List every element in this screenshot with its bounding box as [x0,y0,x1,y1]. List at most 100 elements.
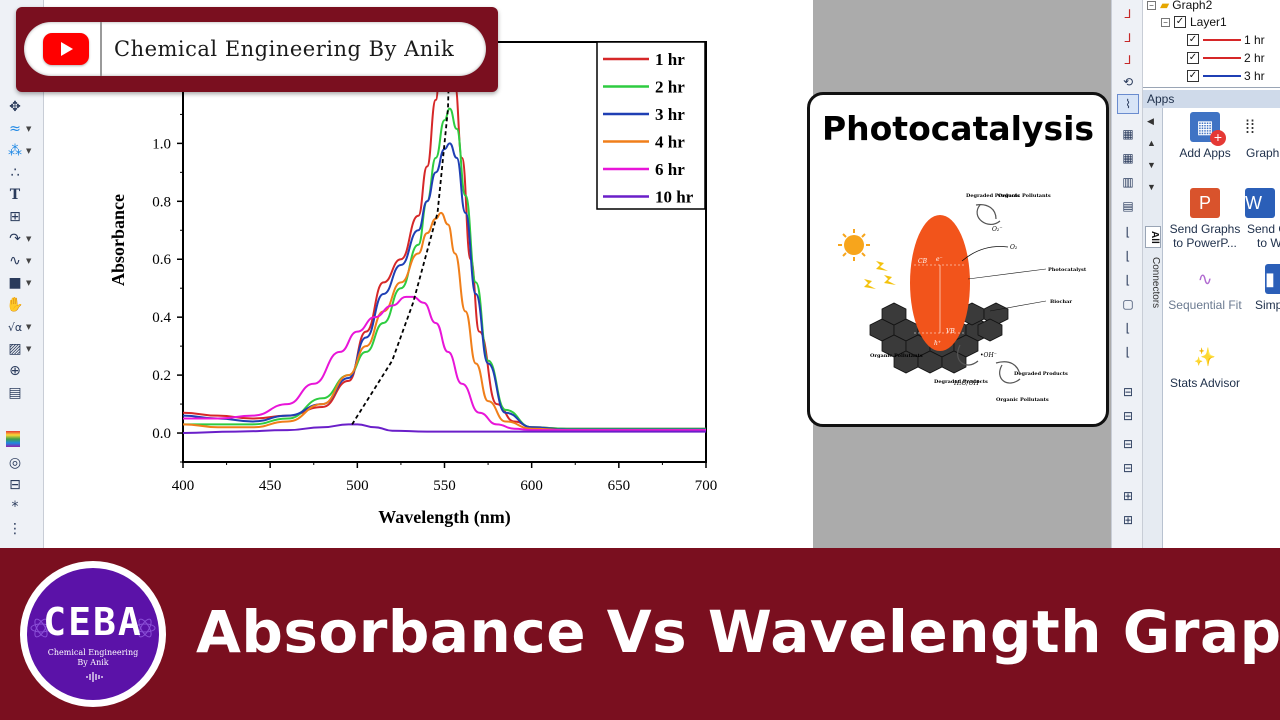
app-send-word[interactable]: W Send G to W [1231,188,1280,250]
merge-icon[interactable]: ▦ [1122,127,1134,141]
photocatalysis-title: Photocatalysis [821,109,1095,148]
collapse-icon[interactable]: − [1161,17,1170,27]
formula-icon[interactable]: √α ▼ [7,320,32,334]
align-icon-2[interactable]: ⊟ [1122,409,1134,423]
plot-item-2hr[interactable]: ✓ 2 hr [1187,49,1265,67]
app-label-2: to W [1257,236,1280,250]
layer-checkbox[interactable]: ✓ [1174,16,1186,28]
scale-icon[interactable]: ⁂ ▼ [8,143,32,159]
app-label: Add Apps [1179,146,1231,160]
scroll-down-icon-2[interactable]: ▼ [1147,182,1156,192]
annotation-icon[interactable]: ⊞ [9,209,21,225]
graph-node-label: Graph2 [1172,0,1213,12]
refresh-icon[interactable]: ⟲ [1122,75,1134,89]
tab-connectors[interactable]: Connectors [1150,257,1161,309]
graph-node[interactable]: − ▰ Graph2 [1147,0,1212,14]
rectangle-tool-icon[interactable]: ■ ▼ [8,275,32,291]
series-line-2-hr[interactable] [183,107,706,430]
screen-reader-icon[interactable]: ⊕ [9,363,21,379]
hydroxyl-label: •OH⁻ [980,352,997,359]
scroll-up-icon[interactable]: ◀ [1147,116,1154,126]
plot-checkbox[interactable]: ✓ [1187,34,1199,46]
sun-icon [838,229,870,261]
add-layer-icon[interactable]: ⌇ [1117,94,1139,114]
app-simple-fit[interactable]: ▮ Simp [1231,264,1280,312]
plot-checkbox[interactable]: ✓ [1187,70,1199,82]
arrange-icon[interactable]: ▦ [1122,151,1134,165]
cb-label: CB [918,258,928,265]
scroll-down-icon[interactable]: ▼ [1147,160,1156,170]
app-stats-advisor[interactable]: ✨ Stats Advisor [1165,342,1245,390]
atom-icon [30,618,156,638]
color-palette-icon[interactable] [6,430,38,448]
app-label-2: to PowerP... [1173,236,1237,250]
x-axis-label: Wavelength (nm) [378,507,511,528]
apps-header: Apps [1143,90,1280,108]
graph-insert-icon[interactable]: ▨ ▼ [8,341,32,357]
y-tick-label: 0.6 [152,252,171,268]
bracket-icon-5[interactable]: ⌊ [1125,321,1131,335]
marker-icon[interactable]: * [11,499,19,515]
arrow-tool-icon[interactable]: ↷ ▼ [9,231,32,247]
layer-node[interactable]: − ✓ Layer1 [1161,13,1227,31]
degraded-top-label: Degraded Products [966,193,1020,199]
bottom-banner: CEBA Chemical Engineering By Anik Absorb… [0,548,1280,720]
axis-icon[interactable]: ⅃ [1124,7,1132,21]
apps-panel: Apps ◀ ▲ ▼ ▼ All Connectors ▦ + Add Apps … [1143,88,1280,548]
data-reader-icon[interactable]: ∴ [10,165,20,181]
reaction-arrow-top [976,204,1001,225]
electron-label: e⁻ [936,256,943,263]
text-tool-icon[interactable]: T [9,187,21,203]
bracket-icon[interactable]: ⌊ [1125,225,1131,239]
circle-tool-icon[interactable]: ◎ [8,455,22,471]
grid-icon[interactable]: ⋮ [8,521,22,537]
o2-label: O₂ [1010,244,1018,251]
logo-subtitle-2: By Anik [77,658,109,667]
scroll-up-icon-2[interactable]: ▲ [1147,138,1156,148]
line-tool-icon[interactable]: ∿ ▼ [9,253,32,269]
bracket-icon-4[interactable]: ▢ [1122,297,1134,311]
function-icon[interactable]: ⊟ [9,477,21,493]
plot-checkbox[interactable]: ✓ [1187,52,1199,64]
app-label: Stats Advisor [1169,376,1241,390]
layout-icon[interactable]: ▥ [1122,175,1134,189]
distribute-icon-2[interactable]: ⊞ [1122,513,1134,527]
plot-item-1hr[interactable]: ✓ 1 hr [1187,31,1265,49]
app-send-powerpoint[interactable]: P Send Graphs to PowerP... [1165,188,1245,250]
zoom-icon[interactable]: ≈ ▼ [9,121,32,137]
table-icon[interactable]: ▤ [1122,199,1134,213]
vb-label: VB [946,328,955,335]
lightning-icon [864,261,896,289]
rescale-icon[interactable]: ⅃ [1124,31,1132,45]
legend-label: 4 hr [655,133,685,152]
folder-icon: ▰ [1160,0,1170,12]
add-apps-icon: ▦ + [1190,112,1226,146]
swap-axis-icon[interactable]: ⅃ [1124,53,1132,67]
pan-icon[interactable]: ✋ [6,297,24,313]
tab-all[interactable]: All [1145,226,1161,248]
collapse-icon[interactable]: − [1147,0,1156,10]
photocatalyst-label: Photocatalyst [1048,267,1087,273]
y-tick-label: 1.0 [152,136,171,152]
series-line-4-hr[interactable] [183,211,706,432]
app-sequential-fit[interactable]: ∿ Sequential Fit [1165,264,1245,312]
x-tick-label: 400 [172,478,195,494]
distribute-icon[interactable]: ⊞ [1122,489,1134,503]
sequential-fit-icon: ∿ [1190,264,1220,294]
layer-icon[interactable]: ▤ [8,385,22,401]
series-line-6-hr[interactable] [183,295,706,432]
align-icon-3[interactable]: ⊟ [1122,437,1134,451]
y-tick-label: 0.8 [152,194,171,210]
align-icon-4[interactable]: ⊟ [1122,461,1134,475]
bracket-icon-2[interactable]: ⌊ [1125,249,1131,263]
bracket-icon-3[interactable]: ⌊ [1125,273,1131,287]
legend-label: 3 hr [655,105,685,124]
series-line-10-hr[interactable] [183,423,706,435]
plot-item-3hr[interactable]: ✓ 3 hr [1187,67,1265,85]
pointer-icon[interactable]: ✥ [9,99,21,115]
align-icon[interactable]: ⊟ [1122,385,1134,399]
channel-name: Chemical Engineering By Anik [114,37,455,61]
app-add-apps[interactable]: ▦ + Add Apps [1165,112,1245,160]
bracket-icon-6[interactable]: ⌊ [1125,345,1131,359]
app-graph[interactable]: ⁞⁞ Graph [1231,112,1280,160]
